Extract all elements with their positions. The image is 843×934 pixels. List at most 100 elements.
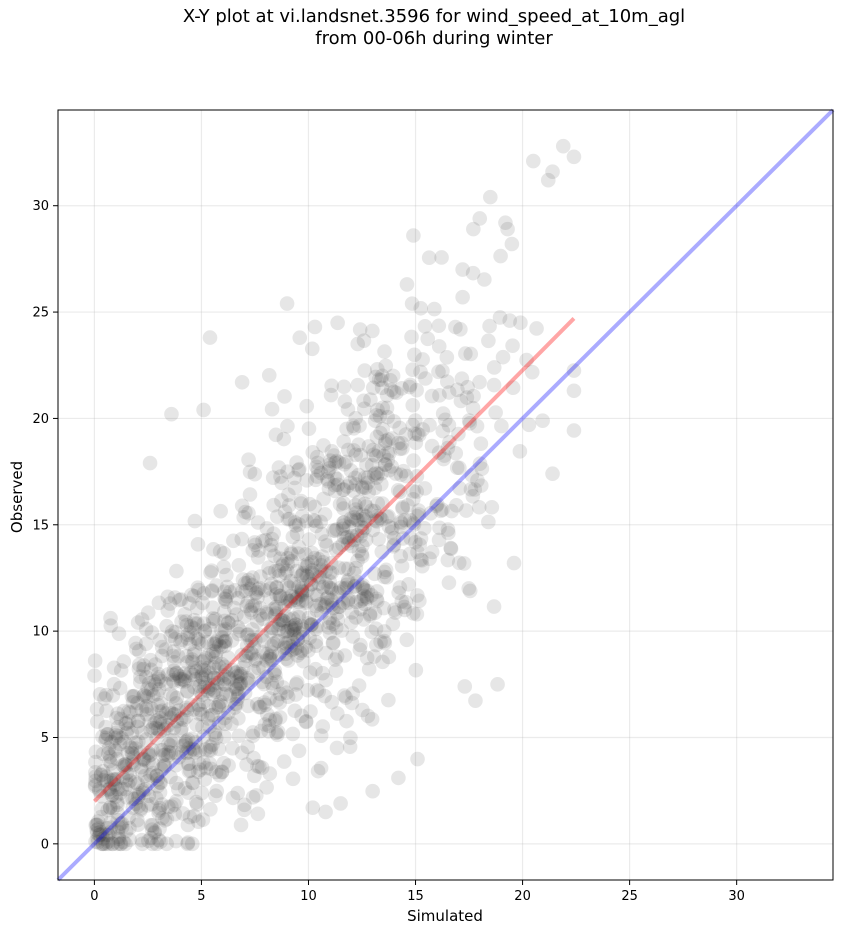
- data-point: [94, 789, 109, 804]
- data-point: [472, 211, 488, 226]
- data-point: [125, 746, 141, 762]
- data-point: [113, 663, 129, 678]
- data-point: [159, 618, 174, 634]
- data-point: [535, 413, 550, 428]
- data-point: [404, 329, 419, 345]
- data-point: [283, 620, 299, 636]
- data-point: [366, 467, 382, 482]
- data-point: [178, 709, 194, 725]
- data-point: [348, 610, 364, 625]
- data-point: [285, 529, 301, 545]
- data-point: [331, 540, 346, 555]
- data-point: [524, 364, 540, 380]
- data-point: [421, 250, 437, 266]
- data-point: [365, 783, 380, 799]
- data-point: [135, 836, 150, 852]
- data-point: [321, 620, 336, 635]
- data-point: [89, 825, 105, 841]
- data-point: [322, 615, 337, 631]
- data-point: [166, 644, 182, 659]
- data-point: [441, 385, 457, 400]
- data-point: [231, 626, 247, 642]
- data-point: [329, 740, 345, 756]
- data-point: [355, 578, 371, 593]
- data-point: [314, 526, 330, 542]
- data-point: [295, 622, 311, 637]
- data-point: [344, 528, 360, 544]
- data-point: [117, 734, 132, 750]
- data-point: [286, 576, 302, 592]
- data-point: [378, 358, 394, 374]
- data-point: [318, 804, 333, 820]
- data-point: [340, 574, 356, 590]
- data-point: [470, 473, 485, 488]
- data-point: [186, 588, 202, 604]
- data-point: [240, 698, 256, 714]
- data-point: [268, 427, 284, 443]
- y-tick-label: 0: [41, 837, 49, 852]
- data-point: [180, 835, 196, 850]
- data-point: [370, 402, 385, 418]
- data-point: [264, 401, 280, 417]
- data-point: [401, 577, 416, 592]
- data-point: [529, 321, 544, 336]
- data-point: [125, 754, 140, 770]
- data-point: [369, 509, 385, 524]
- data-point: [89, 817, 105, 833]
- data-point: [165, 667, 181, 683]
- data-point: [402, 379, 417, 395]
- data-point: [505, 338, 520, 353]
- data-point: [122, 739, 137, 755]
- data-point: [131, 798, 146, 814]
- data-point: [377, 635, 393, 651]
- data-point: [153, 673, 168, 689]
- data-point: [241, 672, 256, 688]
- data-point: [281, 487, 296, 502]
- data-point: [545, 466, 560, 482]
- data-point: [140, 681, 155, 696]
- data-point: [105, 763, 121, 778]
- data-point: [229, 682, 244, 697]
- data-point: [456, 556, 472, 571]
- data-point: [294, 586, 309, 602]
- data-point: [384, 459, 399, 474]
- data-point: [464, 468, 480, 483]
- data-point: [214, 623, 229, 638]
- data-point: [169, 666, 184, 681]
- data-point: [409, 484, 425, 499]
- data-point: [136, 688, 151, 704]
- data-point: [390, 483, 406, 498]
- data-point: [382, 373, 398, 388]
- data-point: [202, 330, 218, 345]
- data-point: [279, 578, 295, 593]
- data-point: [272, 568, 287, 584]
- data-point: [311, 683, 327, 699]
- data-point: [504, 236, 520, 252]
- data-point: [311, 576, 327, 591]
- data-point: [279, 623, 295, 639]
- data-point: [121, 777, 136, 792]
- data-point: [180, 785, 196, 800]
- data-point: [271, 460, 287, 475]
- data-point: [134, 762, 149, 778]
- data-point: [211, 659, 227, 674]
- data-point: [209, 783, 225, 799]
- data-point: [93, 809, 109, 825]
- data-point: [339, 577, 354, 593]
- data-point: [187, 644, 202, 659]
- data-point: [245, 725, 261, 740]
- data-point: [377, 564, 392, 580]
- data-point: [335, 482, 351, 498]
- data-point: [152, 785, 168, 800]
- data-point: [99, 727, 115, 742]
- data-point: [175, 806, 191, 821]
- data-point: [87, 668, 102, 683]
- data-point: [267, 563, 283, 579]
- data-point: [266, 665, 282, 681]
- data-point: [393, 519, 409, 535]
- data-point: [259, 646, 275, 662]
- data-point: [333, 796, 348, 811]
- data-point: [206, 541, 221, 557]
- data-point: [94, 801, 110, 817]
